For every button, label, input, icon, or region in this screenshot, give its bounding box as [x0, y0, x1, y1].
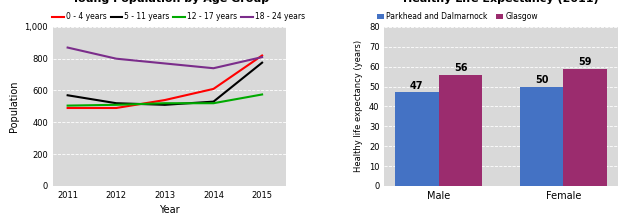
Bar — [520, 86, 563, 186]
Bar — [395, 93, 439, 186]
Bar — [439, 75, 482, 186]
Title: Healthy Life Expectancy (2011): Healthy Life Expectancy (2011) — [403, 0, 599, 4]
Legend: 0 - 4 years, 5 - 11 years, 12 - 17 years, 18 - 24 years: 0 - 4 years, 5 - 11 years, 12 - 17 years… — [52, 13, 305, 22]
5 - 11 years — [161, 103, 168, 106]
Legend: Parkhead and Dalmarnock, Glasgow: Parkhead and Dalmarnock, Glasgow — [376, 13, 538, 22]
X-axis label: Year: Year — [159, 205, 180, 215]
0 - 4 years — [161, 99, 168, 101]
12 - 17 years — [112, 103, 120, 106]
Line: 5 - 11 years: 5 - 11 years — [67, 63, 262, 105]
Text: 47: 47 — [410, 81, 424, 91]
18 - 24 years — [210, 67, 217, 70]
12 - 17 years — [161, 102, 168, 105]
Line: 0 - 4 years: 0 - 4 years — [67, 56, 262, 108]
12 - 17 years — [210, 102, 217, 105]
Text: 59: 59 — [578, 57, 592, 67]
Y-axis label: Healthy life expectancy (years): Healthy life expectancy (years) — [354, 40, 363, 172]
0 - 4 years — [112, 107, 120, 109]
Line: 18 - 24 years: 18 - 24 years — [67, 47, 262, 68]
12 - 17 years — [64, 104, 71, 107]
0 - 4 years — [64, 107, 71, 109]
Line: 12 - 17 years: 12 - 17 years — [67, 95, 262, 106]
18 - 24 years — [258, 56, 266, 58]
5 - 11 years — [258, 61, 266, 64]
18 - 24 years — [161, 62, 168, 65]
Y-axis label: Population: Population — [9, 81, 19, 132]
0 - 4 years — [210, 88, 217, 90]
18 - 24 years — [64, 46, 71, 49]
Text: 50: 50 — [535, 75, 548, 85]
5 - 11 years — [64, 94, 71, 97]
12 - 17 years — [258, 93, 266, 96]
5 - 11 years — [210, 100, 217, 103]
Bar — [563, 69, 607, 186]
0 - 4 years — [258, 54, 266, 57]
18 - 24 years — [112, 57, 120, 60]
5 - 11 years — [112, 102, 120, 105]
Title: Young Population by Age Group: Young Population by Age Group — [71, 0, 269, 4]
Text: 56: 56 — [454, 63, 467, 73]
